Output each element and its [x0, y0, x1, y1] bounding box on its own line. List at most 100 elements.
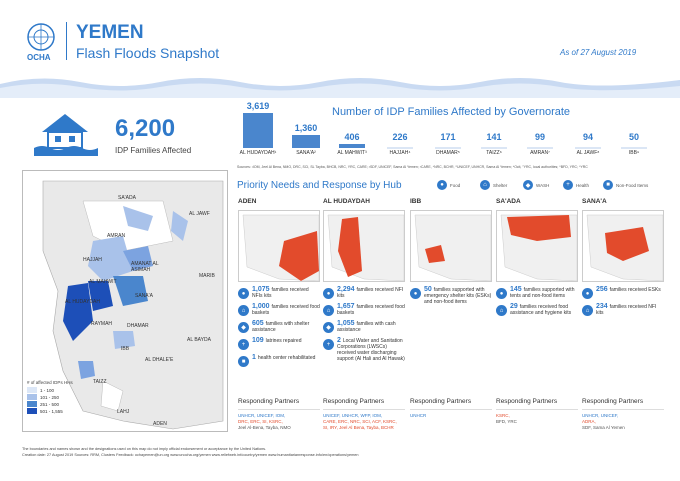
partners-heading: Responding Partners	[323, 398, 405, 410]
sanaa-area	[113, 276, 148, 306]
chart-title: Number of IDP Families Affected by Gover…	[332, 106, 571, 118]
map-label-raymah: RAYMAH	[91, 321, 113, 327]
al-hudaydah-area	[63, 283, 93, 341]
response-text: 1,055 families with cash assistance	[337, 320, 396, 333]
bar-5	[481, 147, 507, 149]
as-of-date: As of 27 August 2019	[560, 48, 637, 57]
legend-label: 1 - 100	[40, 387, 55, 393]
bar-label-5: TAIZZ⁶	[486, 150, 502, 156]
needs-title: Priority Needs and Response by Hub	[237, 180, 402, 191]
map-legend-title: # of affected IDPs HHs	[27, 380, 73, 385]
legend-label: 101 - 250	[40, 394, 60, 400]
wash-icon: ◆	[523, 180, 533, 190]
hub-map	[238, 210, 320, 282]
hub-response-item: ● 256 families received ESKs	[582, 286, 664, 299]
response-text: 29 families received food assistance and…	[510, 303, 572, 316]
amran-area	[123, 246, 153, 271]
bar-value-0: 3,619	[246, 101, 270, 111]
bar-0	[243, 113, 273, 148]
response-text: 109 latrines repaired	[252, 337, 302, 344]
footer-disclaimer: The boundaries and names shown and the d…	[22, 447, 267, 451]
legend-swatch	[27, 387, 37, 393]
legend-label: 251 - 500	[40, 401, 60, 407]
response-icon: ◆	[323, 322, 334, 333]
response-icon: ⌂	[582, 305, 593, 316]
bar-label-4: DHAMAR⁵	[436, 150, 460, 156]
map-label-ibb: IBB	[121, 346, 130, 352]
flooded-house-icon	[34, 114, 98, 156]
health-icon: +	[563, 180, 573, 190]
hub-response-item: ⌂ 1,000 families received food baskets	[238, 303, 320, 316]
bar-3	[387, 147, 413, 149]
partners-list: UNHCR	[410, 413, 427, 418]
partners-list: UNHCR, UNICEF, ADRA, SDF, Sama Al Yemen	[582, 413, 625, 430]
response-text: 1,657 families received food baskets	[337, 303, 405, 316]
ibb-area	[113, 331, 135, 349]
hub-title: SANA'A	[582, 198, 607, 205]
hub-al-hudaydah: AL HUDAYDAH ● 2,294 families received NFI …	[323, 198, 405, 362]
partners-heading: Responding Partners	[582, 398, 664, 410]
partners-list: UNHCR, UNICEF, IOM, DRC, ERC, SI, KSRC, Je…	[238, 413, 291, 430]
map-label-amanat-al-asimah: AMANAT AL ASIMAH	[131, 261, 159, 273]
legend-swatch	[27, 401, 37, 407]
header-divider	[66, 22, 67, 60]
hub-map	[496, 210, 578, 282]
hub-title: SA'ADA	[496, 198, 521, 205]
response-text: 2 Local Water and Sanitation Corporation…	[337, 337, 405, 362]
bar-1	[292, 134, 320, 148]
bar-value-2: 406	[344, 132, 360, 143]
map-label-saada: SA'ADA	[118, 195, 136, 201]
legend-swatch	[27, 394, 37, 400]
response-icon: +	[323, 339, 334, 350]
legend-wash: ◆ WASH	[523, 180, 549, 190]
hub-response-item: ● 2,294 families received NFI kits	[323, 286, 405, 299]
chart-sources: Sources: ¹IOM, Jeel Al Bena, NMO, DRC, S…	[237, 165, 588, 169]
bar-label-2: AL MAHWIT³	[337, 150, 367, 156]
responding-partners: Responding Partners UNHCR	[410, 398, 492, 419]
responding-partners: Responding Partners UNICEF, UNHCR, WFP, I…	[323, 398, 405, 431]
hub-ibb: IBB ● 50 families supported with emergency…	[410, 198, 492, 305]
response-icon: ●	[582, 288, 593, 299]
responding-partners: Responding Partners UNHCR, UNICEF, ADRA, SD…	[582, 398, 664, 431]
food-icon: ●	[437, 180, 447, 190]
bar-8	[621, 147, 647, 149]
hub-map	[582, 210, 664, 282]
bar-value-8: 50	[628, 132, 639, 142]
footer-credits: Creation date: 27 August 2019 Sources: R…	[22, 452, 359, 457]
nfi-icon: ■	[603, 180, 613, 190]
response-text: 1,075 families received NFIs kits	[252, 286, 309, 299]
hub-response-item: ⌂ 234 families received NFI kits	[582, 303, 664, 316]
hub-response-item: ● 50 families supported with emergency sh…	[410, 286, 492, 305]
footer: The boundaries and names shown and the d…	[22, 447, 662, 458]
response-icon: ⌂	[496, 305, 507, 316]
bar-value-4: 171	[440, 132, 456, 142]
bar-label-6: AMRAN⁷	[530, 150, 550, 156]
hub-title: AL HUDAYDAH	[323, 198, 370, 205]
bar-2	[339, 144, 365, 148]
legend-label: 501 - 1,555	[40, 408, 63, 414]
map-label-marib: MARIB	[199, 273, 215, 279]
hub-response-item: +2 Local Water and Sanitation Corporatio…	[323, 337, 405, 362]
response-icon: ●	[410, 288, 421, 299]
bar-label-7: AL JAWF⁸	[576, 150, 600, 156]
map-label-al-jawf: AL JAWF	[189, 211, 210, 217]
page-title: YEMEN	[76, 22, 144, 43]
yemen-map: SA'ADA AL JAWF AMRAN HAJJAH AMANAT AL AS…	[22, 170, 228, 432]
ocha-logo-text: OCHA	[27, 53, 51, 62]
response-icon: +	[238, 339, 249, 350]
partners-heading: Responding Partners	[410, 398, 492, 410]
hub-aden: ADEN ● 1,075 families received NFIs kits ⌂ 1…	[238, 198, 320, 367]
bar-label-1: SANA'A²	[296, 150, 316, 156]
hub-sa-ada: SA'ADA ● 145 families supported with tents…	[496, 198, 578, 316]
bar-7	[575, 147, 601, 149]
map-label-hajjah: HAJJAH	[83, 257, 102, 263]
bar-6	[527, 147, 553, 149]
response-text: 1,000 families received food baskets	[252, 303, 320, 316]
kpi-label: IDP Families Affected	[115, 146, 192, 155]
saada-area	[123, 206, 153, 231]
legend-food: ● Food	[437, 180, 460, 190]
map-label-amran: AMRAN	[107, 233, 126, 239]
response-icon: ■	[238, 356, 249, 367]
partners-heading: Responding Partners	[238, 398, 320, 410]
taizz-area	[78, 361, 95, 379]
